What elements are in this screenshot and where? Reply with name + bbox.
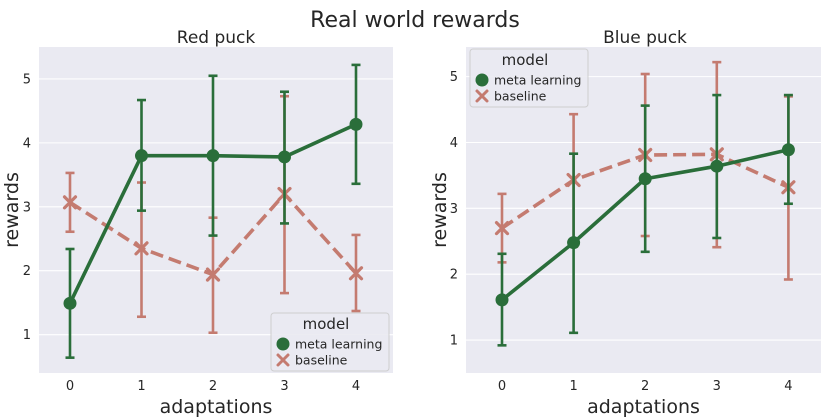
- panel-title: Red puck: [177, 28, 256, 48]
- data-point: [134, 241, 149, 256]
- x-tick-label: 1: [569, 379, 577, 394]
- panel-red-puck: 1 2 3 4 5 0 1 2 3 4 Red puck adaptations rewards mode…: [1, 28, 393, 418]
- series-meta-learning: [63, 63, 363, 359]
- x-tick-label: 1: [137, 379, 145, 394]
- legend-label: baseline: [295, 353, 348, 368]
- y-tick-label: 4: [450, 136, 458, 151]
- y-tick-label: 3: [23, 200, 31, 215]
- data-point: [710, 159, 724, 173]
- data-point: [638, 172, 652, 186]
- legend-marker: [475, 73, 489, 87]
- x-tick-label: 4: [352, 379, 360, 394]
- data-point: [348, 266, 364, 281]
- y-axis-label: rewards: [1, 172, 23, 248]
- figure-title: Real world rewards: [310, 8, 520, 33]
- data-point: [567, 236, 581, 250]
- data-point: [781, 143, 795, 157]
- x-axis-label: adaptations: [587, 396, 700, 418]
- legend-box: [469, 48, 589, 108]
- data-point: [135, 149, 148, 163]
- series-meta-learning: [495, 93, 795, 347]
- legend-marker: [276, 353, 290, 367]
- legend-box: [270, 312, 390, 372]
- legend-title: model: [303, 315, 350, 333]
- y-tick-label: 4: [23, 136, 31, 151]
- x-tick-label: 0: [498, 379, 506, 394]
- legend-label: meta learning: [295, 337, 382, 352]
- data-point: [278, 150, 291, 164]
- legend-label: meta learning: [494, 73, 581, 88]
- y-tick-label: 2: [23, 264, 31, 279]
- y-tick-label: 2: [450, 268, 458, 283]
- data-point: [63, 296, 77, 310]
- data-point: [495, 293, 509, 307]
- data-point: [62, 195, 78, 210]
- legend-label: baseline: [494, 89, 547, 104]
- data-point: [349, 117, 363, 131]
- y-tick-label: 1: [23, 328, 31, 343]
- x-tick-label: 2: [641, 379, 649, 394]
- panel-blue-puck: 1 2 3 4 5 0 1 2 3 4 Blue puck adaptations rewards mod…: [429, 28, 821, 418]
- y-tick-label: 3: [450, 202, 458, 217]
- legend-marker: [276, 337, 290, 351]
- y-tick-label: 5: [23, 72, 31, 87]
- data-point: [494, 221, 510, 236]
- data-point: [206, 149, 220, 163]
- legend-title: model: [502, 51, 549, 69]
- x-axis-label: adaptations: [160, 396, 273, 418]
- x-tick-label: 4: [784, 379, 792, 394]
- y-axis-label: rewards: [429, 172, 451, 248]
- y-tick-label: 5: [450, 70, 458, 85]
- x-tick-label: 3: [280, 379, 288, 394]
- x-tick-label: 0: [66, 379, 74, 394]
- legend-marker: [475, 89, 489, 103]
- panel-title: Blue puck: [603, 28, 687, 48]
- data-point: [205, 267, 221, 282]
- x-tick-label: 2: [209, 379, 217, 394]
- x-tick-label: 3: [713, 379, 721, 394]
- y-tick-label: 1: [450, 334, 458, 349]
